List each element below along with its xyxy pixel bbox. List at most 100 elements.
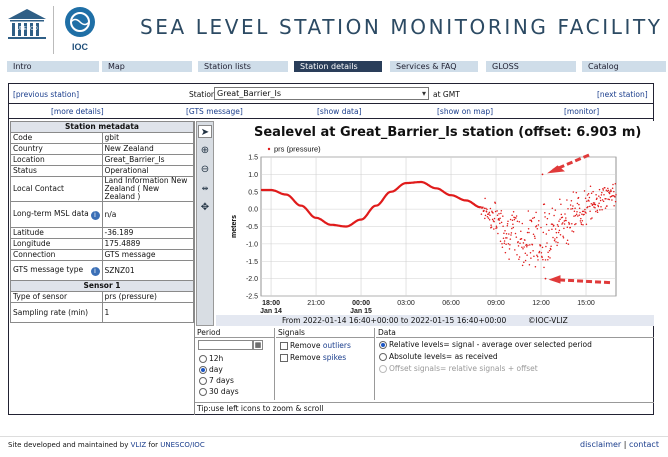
data-point [610,190,612,192]
outliers-link[interactable]: outliers [322,341,351,350]
data-point [569,204,572,206]
metadata-row: Code gbit [10,132,194,144]
data-point [486,215,489,218]
data-point [611,199,613,201]
data-point [598,195,600,197]
data-point [496,210,498,212]
disclaimer-link[interactable]: disclaimer [580,440,622,449]
data-point [589,185,592,188]
absolute-levels-radio[interactable] [379,353,387,361]
data-point [570,200,573,202]
data-point [541,256,543,259]
more-details-link[interactable]: [more details] [51,107,104,116]
period-day-radio[interactable] [199,366,207,374]
data-point [540,252,543,254]
info-icon[interactable]: i [90,210,100,220]
calendar-icon[interactable]: ▦ [253,340,263,350]
data-point [514,232,517,235]
data-point [547,256,550,258]
metadata-value: Great_Barrier_Is [101,154,194,166]
period-date-input[interactable] [198,340,253,350]
remove-spikes-option[interactable]: Remove spikes [280,353,346,362]
next-station-link[interactable]: [next station] [597,90,648,99]
period-day-option[interactable]: day [199,365,223,374]
data-point [529,252,532,254]
data-point [487,217,490,219]
show-on-map-link[interactable]: [show on map] [437,107,494,116]
data-point [544,212,546,214]
data-point [586,200,588,203]
station-select[interactable]: Great_Barrier_Is [214,87,429,100]
pan-icon[interactable]: ✥ [200,202,210,213]
monitor-link[interactable]: [monitor] [564,107,600,116]
data-point [581,210,584,213]
metadata-title: Station metadata [10,121,194,133]
period-30days-option[interactable]: 30 days [199,387,239,396]
data-point [553,214,555,217]
info-icon[interactable]: i [90,266,100,276]
period-30days-radio[interactable] [199,388,207,396]
period-12h-option[interactable]: 12h [199,354,223,363]
absolute-levels-option[interactable]: Absolute levels= as received [379,352,498,361]
vliz-link[interactable]: VLIZ [130,441,147,449]
sealevel-chart[interactable]: 1.51.00.50.0-0.5-1.0-1.5-2.0-2.518:00Jan… [216,121,654,315]
data-point [600,206,602,208]
data-point [603,193,605,196]
data-point [485,211,488,213]
data-point [579,211,581,214]
period-7days-radio[interactable] [199,377,207,385]
data-point [480,213,483,215]
data-point [558,229,561,232]
data-point [580,223,583,226]
data-point [607,198,609,200]
data-point [580,217,582,220]
gts-message-link[interactable]: [GTS message] [186,107,243,116]
remove-spikes-checkbox[interactable] [280,354,288,362]
data-point [503,232,505,234]
data-point [555,231,558,234]
footer-prefix: Site developed and maintained by [8,441,129,449]
zoom-out-icon[interactable]: ⊖ [200,164,210,175]
data-point [567,243,570,245]
fit-icon[interactable]: ⇹ [201,184,209,193]
signals-title: Signals [276,328,374,338]
data-point [578,207,581,209]
relative-levels-radio[interactable] [379,341,387,349]
previous-station-link[interactable]: [previous station] [13,90,80,99]
data-point [505,232,508,235]
select-arrow-icon[interactable]: ➤ [198,125,212,138]
data-point [576,211,578,213]
gts-key-text: GTS message type [13,264,84,274]
data-point [562,237,565,239]
nav-intro[interactable]: Intro [7,61,99,72]
nav-station-lists[interactable]: Station lists [198,61,288,72]
period-7days-option[interactable]: 7 days [199,376,234,385]
max-arrowhead-icon [547,165,566,174]
nav-services-faq[interactable]: Services & FAQ [390,61,478,72]
remove-outliers-option[interactable]: Remove outliers [280,341,351,350]
data-point [566,239,569,241]
data-point [535,211,537,214]
nav-catalog[interactable]: Catalog [582,61,666,72]
data-point [584,197,587,199]
data-point [532,233,535,235]
relative-levels-option[interactable]: Relative levels= signal - average over s… [379,340,592,349]
contact-link[interactable]: contact [629,440,659,449]
data-point [526,246,528,248]
min-outlier-point [544,277,547,280]
zoom-in-icon[interactable]: ⊕ [200,145,210,156]
period-12h-radio[interactable] [199,355,207,363]
site-title: SEA LEVEL STATION MONITORING FACILITY [140,15,663,39]
data-point [523,261,525,263]
remove-outliers-checkbox[interactable] [280,342,288,350]
spikes-link[interactable]: spikes [322,353,347,362]
data-point [484,214,487,217]
nav-map[interactable]: Map [102,61,192,72]
nav-gloss[interactable]: GLOSS [486,61,576,72]
data-point [601,199,604,201]
metadata-row: Latitude -36.189 [10,227,194,239]
unesco-ioc-link[interactable]: UNESCO/IOC [160,441,205,449]
show-data-link[interactable]: [show data] [317,107,362,116]
nav-station-details[interactable]: Station details [294,61,382,72]
data-point [494,210,497,213]
